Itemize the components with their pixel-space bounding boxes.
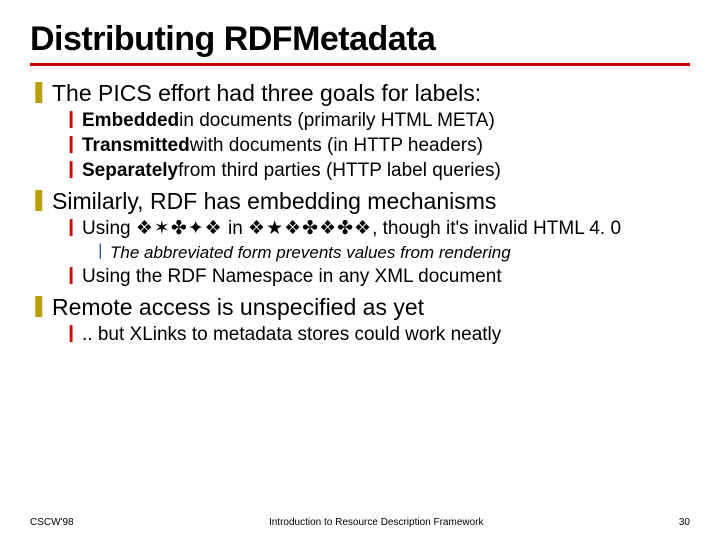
footer-right: 30 bbox=[679, 517, 690, 528]
point-3: ❚ Remote access is unspecified as yet bbox=[30, 294, 690, 320]
point-2b: ❙ Using the RDF Namespace in any XML doc… bbox=[64, 266, 690, 288]
point-2-text: Similarly, RDF has embedding mechanisms bbox=[52, 188, 496, 214]
point-1a-text: Embeddedin documents (primarily HTML MET… bbox=[82, 110, 495, 132]
footer-left: CSCW'98 bbox=[30, 517, 74, 528]
point-1-text: The PICS effort had three goals for labe… bbox=[52, 80, 481, 106]
p2a-post: , though it's invalid HTML 4. 0 bbox=[372, 218, 621, 239]
slide: Distributing RDFMetadata ❚ The PICS effo… bbox=[0, 0, 720, 540]
point-2a: ❙ Using ❖✶✤✦❖ in ❖★❖✤❖✤❖, though it's in… bbox=[64, 218, 690, 240]
point-3a: ❙ .. but XLinks to metadata stores could… bbox=[64, 324, 690, 346]
p2a-pre: Using bbox=[82, 218, 136, 239]
bullet-lvl1-icon: ❚ bbox=[30, 188, 52, 211]
bullet-lvl3-icon: ❘ bbox=[94, 243, 110, 260]
point-2a-i: ❘ The abbreviated form prevents values f… bbox=[94, 243, 690, 263]
point-1c-bold: Separately bbox=[82, 160, 178, 181]
point-1a-rest: in documents (primarily HTML META) bbox=[179, 110, 495, 131]
title-rule bbox=[30, 63, 690, 66]
point-1b-bold: Transmitted bbox=[82, 135, 190, 156]
point-2b-text: Using the RDF Namespace in any XML docum… bbox=[82, 266, 502, 288]
footer-center: Introduction to Resource Description Fra… bbox=[269, 517, 484, 528]
point-1c-text: Separatelyfrom third parties (HTTP label… bbox=[82, 160, 501, 182]
bullet-lvl1-icon: ❚ bbox=[30, 80, 52, 103]
title-part-a: Distributing RDF bbox=[30, 20, 292, 58]
bullet-lvl2-icon: ❙ bbox=[64, 110, 82, 129]
bullet-lvl2-icon: ❙ bbox=[64, 266, 82, 285]
point-1b-rest: with documents (in HTTP headers) bbox=[190, 135, 483, 156]
point-1a-bold: Embedded bbox=[82, 110, 179, 131]
bullet-lvl2-icon: ❙ bbox=[64, 218, 82, 237]
slide-footer: CSCW'98 Introduction to Resource Descrip… bbox=[0, 517, 720, 528]
slide-title: Distributing RDFMetadata bbox=[30, 20, 690, 59]
point-2a-i-text: The abbreviated form prevents values fro… bbox=[110, 243, 511, 263]
p2a-dingbats-1: ❖✶✤✦❖ bbox=[136, 218, 223, 239]
p2a-dingbats-2: ❖★❖✤❖✤❖ bbox=[248, 218, 372, 239]
point-1: ❚ The PICS effort had three goals for la… bbox=[30, 80, 690, 106]
bullet-lvl1-icon: ❚ bbox=[30, 294, 52, 317]
title-part-b: Metadata bbox=[292, 20, 435, 58]
point-1c-rest: from third parties (HTTP label queries) bbox=[178, 160, 501, 181]
point-2: ❚ Similarly, RDF has embedding mechanism… bbox=[30, 188, 690, 214]
point-1c: ❙ Separatelyfrom third parties (HTTP lab… bbox=[64, 160, 690, 182]
point-3-text: Remote access is unspecified as yet bbox=[52, 294, 424, 320]
p2a-mid: in bbox=[223, 218, 248, 239]
point-1b: ❙ Transmittedwith documents (in HTTP hea… bbox=[64, 135, 690, 157]
bullet-lvl2-icon: ❙ bbox=[64, 324, 82, 343]
point-2a-text: Using ❖✶✤✦❖ in ❖★❖✤❖✤❖, though it's inva… bbox=[82, 218, 621, 240]
bullet-lvl2-icon: ❙ bbox=[64, 135, 82, 154]
point-1b-text: Transmittedwith documents (in HTTP heade… bbox=[82, 135, 483, 157]
point-3a-text: .. but XLinks to metadata stores could w… bbox=[82, 324, 501, 346]
point-1a: ❙ Embeddedin documents (primarily HTML M… bbox=[64, 110, 690, 132]
bullet-lvl2-icon: ❙ bbox=[64, 160, 82, 179]
